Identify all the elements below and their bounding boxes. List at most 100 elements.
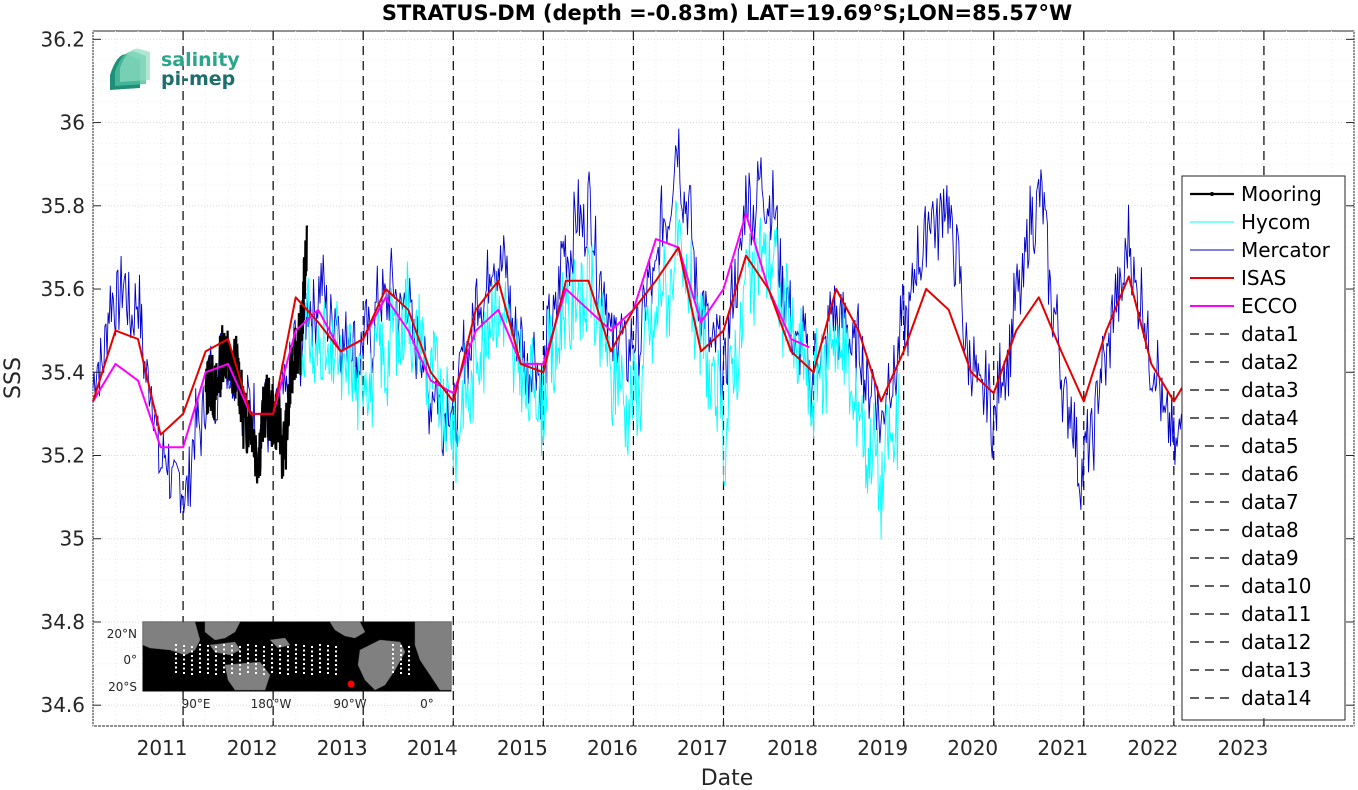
legend-label: data5 [1241,434,1299,458]
inset-dot [223,662,225,664]
legend-label: data13 [1241,658,1312,682]
inset-dot [287,659,289,662]
inset-dot [247,662,249,664]
inset-dot [311,655,313,657]
y-tick-label: 36 [60,111,85,135]
inset-dot [311,646,313,648]
inset-dot [335,668,337,671]
inset-dot [327,649,329,652]
inset-dot [207,672,209,674]
legend-label: data12 [1241,630,1312,654]
inset-dot [279,658,281,661]
x-tick-label: 2017 [677,736,728,760]
inset-dot [239,655,241,657]
x-tick-label: 2013 [317,736,368,760]
legend-label: data6 [1241,462,1299,486]
inset-dot [263,664,265,666]
inset-dot [303,645,305,647]
inset-dot [183,667,185,670]
inset-dot [231,663,233,665]
inset-dot [199,648,201,651]
legend-label: data2 [1241,350,1299,374]
inset-dot [400,667,402,670]
inset-dot [215,655,217,657]
x-tick-label: 2016 [587,736,638,760]
inset-dot [408,655,410,657]
inset-dot [255,672,257,674]
legend-label: ECCO [1241,294,1297,318]
logo-text-line2: pi-mep [161,68,235,90]
inset-dot [295,648,297,651]
inset-dot [231,645,233,647]
x-axis-label: Date [701,766,754,790]
inset-dot [319,648,321,651]
inset-dot [199,671,201,673]
inset-dot [191,655,193,657]
inset-dot [295,666,297,669]
inset-dot [247,671,249,673]
inset-lat-label-20n: 20°N [107,627,137,641]
inset-dot [231,667,233,670]
inset-dot [223,648,225,651]
inset-dot [287,673,289,675]
legend-label: data9 [1241,546,1299,570]
inset-dot [271,671,273,673]
inset-dot [400,654,402,656]
x-tick-label: 2023 [1217,736,1268,760]
inset-dot [303,663,305,665]
salinity-pimep-logo: salinity pi-mep [110,48,240,90]
logo-icon [110,48,150,90]
inset-dot [191,650,193,653]
series-mooring [204,225,309,484]
inset-dot [175,653,177,655]
inset-dot [392,662,394,664]
legend-label: ISAS [1241,266,1286,290]
legend-label: data14 [1241,686,1312,710]
inset-dot [175,662,177,664]
inset-dot [207,667,209,670]
inset-dot [287,646,289,648]
inset-dot [271,644,273,646]
inset-dot [231,649,233,652]
inset-dot [319,662,321,664]
inset-dot [271,657,273,660]
inset-dot [400,663,402,665]
inset-dot [327,645,329,647]
inset-dot [183,649,185,652]
inset-dot [279,645,281,647]
legend-label: data8 [1241,518,1299,542]
y-tick-label: 35 [60,527,85,551]
inset-dot [215,650,217,653]
inset-dot [295,657,297,660]
inset-dot [215,668,217,671]
inset-dot [191,668,193,671]
inset-dot [303,654,305,656]
legend: Mooring Hycom Mercator ISAS ECCO data1 data2 da… [1181,175,1346,721]
inset-dot [255,645,257,647]
y-tick-label: 36.2 [40,27,85,51]
inset-dot [223,666,225,669]
inset-dot [408,646,410,648]
series-group [92,128,1220,540]
inset-lat-label-0: 0° [123,653,137,667]
inset-dot [191,646,193,648]
y-axis-ticks: 34.6 34.8 35 35.2 35.4 35.6 35.8 36 36.2 [40,27,1354,717]
inset-dot [223,644,225,646]
inset-dot [247,648,249,651]
inset-dot [335,655,337,657]
inset-buoy-dots [175,644,410,675]
inset-dot [408,668,410,671]
inset-dot [287,668,289,671]
inset-dot [335,659,337,662]
logo-text-line1: salinity [161,49,240,71]
legend-label: Mercator [1241,238,1331,262]
inset-dot [287,655,289,657]
inset-dot [400,645,402,647]
legend-label: Hycom [1241,210,1311,234]
inset-lon-label-180w: 180°W [251,697,292,711]
inset-dot [295,653,297,655]
inset-dot [191,664,193,666]
inset-dot [295,671,297,673]
inset-dot [191,659,193,662]
